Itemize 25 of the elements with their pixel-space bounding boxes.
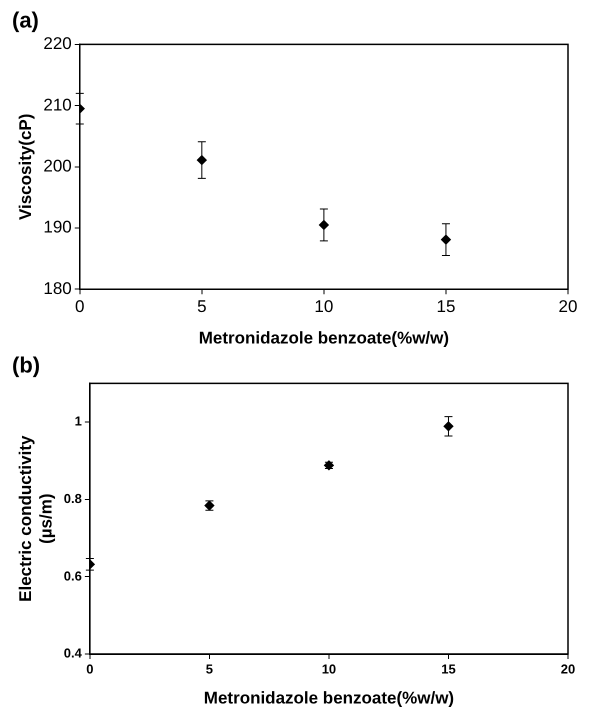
x-tick-label: 5 xyxy=(197,297,207,316)
y-tick-label: 200 xyxy=(43,156,72,176)
x-axis-title: Metronidazole benzoate(%w/w) xyxy=(198,328,450,348)
x-tick-label: 0 xyxy=(86,661,94,676)
y-tick-label: 190 xyxy=(43,218,72,237)
x-tick-label: 5 xyxy=(206,661,214,676)
y-tick-label: 180 xyxy=(43,278,72,298)
y-tick-label: 0.4 xyxy=(64,646,83,661)
x-axis-title: Metronidazole benzoate(%w/w) xyxy=(204,688,454,708)
chart-title: (b) xyxy=(12,352,40,378)
y-tick-label: 0.6 xyxy=(64,568,82,584)
y-tick-label: 220 xyxy=(43,34,72,54)
x-tick-label: 20 xyxy=(560,661,576,676)
x-tick-label: 20 xyxy=(558,297,578,316)
x-tick-label: 15 xyxy=(436,297,456,316)
x-tick-label: 10 xyxy=(314,297,334,316)
y-tick-label: 210 xyxy=(43,95,72,114)
y-tick-label: 1 xyxy=(74,414,82,429)
x-tick-label: 15 xyxy=(441,661,456,676)
y-axis-title: Viscosity(cP) xyxy=(16,114,35,220)
x-tick-label: 0 xyxy=(75,297,84,316)
chart-title: (a) xyxy=(12,7,39,32)
y-tick-label: 0.8 xyxy=(64,490,82,506)
y-axis-title: Electric conductivity (µs/m) xyxy=(16,435,56,602)
x-tick-label: 10 xyxy=(322,661,336,676)
